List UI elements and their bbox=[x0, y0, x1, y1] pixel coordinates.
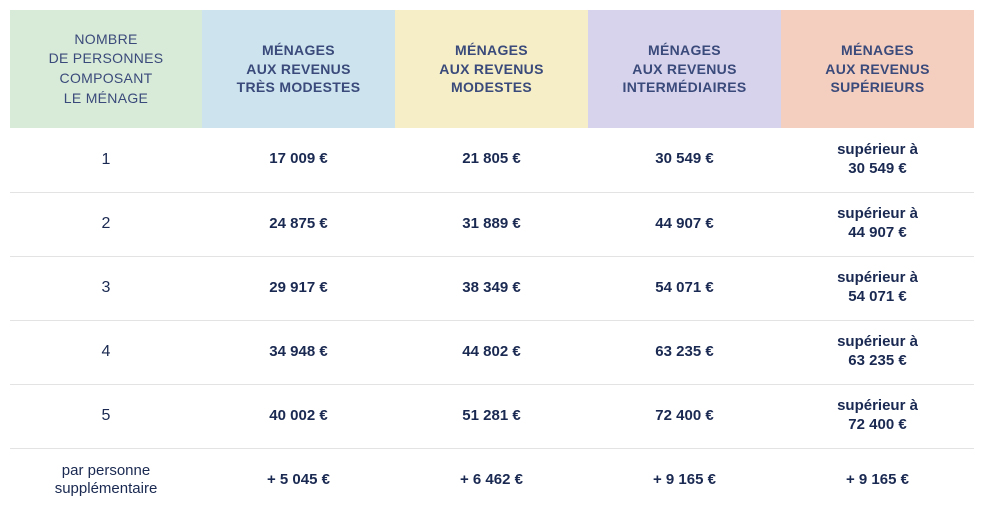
table-header-row: NOMBREDE PERSONNESCOMPOSANTLE MÉNAGE MÉN… bbox=[10, 10, 974, 128]
table-row: par personnesupplémentaire+ 5 045 €+ 6 4… bbox=[10, 448, 974, 512]
cell-value: + 9 165 € bbox=[588, 448, 781, 512]
cell-value: 31 889 € bbox=[395, 192, 588, 256]
cell-value: 44 907 € bbox=[588, 192, 781, 256]
cell-value: + 6 462 € bbox=[395, 448, 588, 512]
col-header-3: MÉNAGESAUX REVENUSINTERMÉDIAIRES bbox=[588, 10, 781, 128]
cell-value: supérieur à44 907 € bbox=[781, 192, 974, 256]
cell-value: 51 281 € bbox=[395, 384, 588, 448]
row-label: 5 bbox=[10, 384, 202, 448]
cell-value: 40 002 € bbox=[202, 384, 395, 448]
cell-value: 34 948 € bbox=[202, 320, 395, 384]
table-row: 224 875 €31 889 €44 907 €supérieur à44 9… bbox=[10, 192, 974, 256]
cell-value: 30 549 € bbox=[588, 128, 781, 192]
table-row: 540 002 €51 281 €72 400 €supérieur à72 4… bbox=[10, 384, 974, 448]
cell-value: 54 071 € bbox=[588, 256, 781, 320]
cell-value: + 9 165 € bbox=[781, 448, 974, 512]
cell-value: supérieur à54 071 € bbox=[781, 256, 974, 320]
col-header-2: MÉNAGESAUX REVENUSMODESTES bbox=[395, 10, 588, 128]
cell-value: 24 875 € bbox=[202, 192, 395, 256]
cell-value: supérieur à72 400 € bbox=[781, 384, 974, 448]
row-label: 2 bbox=[10, 192, 202, 256]
row-label: 3 bbox=[10, 256, 202, 320]
table-row: 434 948 €44 802 €63 235 €supérieur à63 2… bbox=[10, 320, 974, 384]
row-label: 1 bbox=[10, 128, 202, 192]
cell-value: 72 400 € bbox=[588, 384, 781, 448]
cell-value: 38 349 € bbox=[395, 256, 588, 320]
table-body: 117 009 €21 805 €30 549 €supérieur à30 5… bbox=[10, 128, 974, 512]
cell-value: 17 009 € bbox=[202, 128, 395, 192]
cell-value: 21 805 € bbox=[395, 128, 588, 192]
cell-value: supérieur à63 235 € bbox=[781, 320, 974, 384]
cell-value: 29 917 € bbox=[202, 256, 395, 320]
col-header-1: MÉNAGESAUX REVENUSTRÈS MODESTES bbox=[202, 10, 395, 128]
cell-value: 63 235 € bbox=[588, 320, 781, 384]
table-row: 117 009 €21 805 €30 549 €supérieur à30 5… bbox=[10, 128, 974, 192]
row-label: par personnesupplémentaire bbox=[10, 448, 202, 512]
cell-value: 44 802 € bbox=[395, 320, 588, 384]
cell-value: + 5 045 € bbox=[202, 448, 395, 512]
table-row: 329 917 €38 349 €54 071 €supérieur à54 0… bbox=[10, 256, 974, 320]
cell-value: supérieur à30 549 € bbox=[781, 128, 974, 192]
row-label: 4 bbox=[10, 320, 202, 384]
col-header-0: NOMBREDE PERSONNESCOMPOSANTLE MÉNAGE bbox=[10, 10, 202, 128]
col-header-4: MÉNAGESAUX REVENUSSUPÉRIEURS bbox=[781, 10, 974, 128]
income-thresholds-table: NOMBREDE PERSONNESCOMPOSANTLE MÉNAGE MÉN… bbox=[10, 10, 974, 512]
